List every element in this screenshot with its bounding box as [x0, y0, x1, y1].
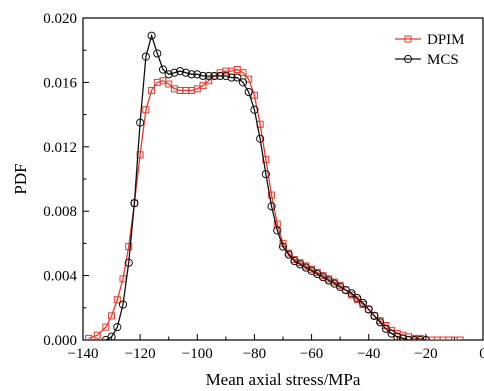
dpim-point — [165, 80, 173, 88]
dpim-point — [205, 77, 213, 85]
dpim-point — [239, 69, 247, 77]
mcs-point — [358, 298, 368, 308]
mcs-point — [404, 335, 413, 340]
dpim-point — [108, 312, 116, 320]
dpim-point — [136, 151, 144, 159]
mcs-point — [284, 250, 293, 259]
mcs-point — [273, 226, 282, 235]
mcs-point — [233, 73, 242, 82]
mcs-point — [267, 202, 276, 211]
mcs-point — [278, 242, 288, 251]
y-axis-title: PDF — [11, 163, 30, 194]
mcs-point — [244, 87, 253, 97]
mcs-point — [193, 70, 202, 79]
mcs-point — [221, 71, 230, 81]
mcs-point — [216, 71, 225, 81]
x-tick-label: −80 — [243, 346, 266, 362]
mcs-point — [261, 170, 270, 179]
mcs-point — [118, 300, 128, 309]
mcs-point — [153, 49, 162, 58]
mcs-point — [136, 118, 145, 127]
y-axis: 0.000 0.004 0.008 0.012 0.016 0.020 — [43, 11, 89, 349]
mcs-point — [204, 71, 213, 81]
mcs-point — [158, 65, 168, 74]
dpim-point — [113, 296, 121, 304]
mcs-point — [210, 71, 219, 81]
x-tick-label: −100 — [182, 346, 213, 362]
legend-marker — [403, 54, 413, 64]
dpim-point — [365, 305, 373, 313]
mcs-point — [416, 335, 425, 340]
dpim-point — [245, 75, 253, 83]
dpim-point — [342, 286, 350, 294]
mcs-point — [381, 324, 390, 333]
mcs-line — [105, 33, 426, 340]
y-tick-label: 0.012 — [43, 140, 77, 156]
y-tick-label: 0.004 — [43, 269, 77, 285]
mcs-point — [410, 335, 419, 340]
x-tick-label: −40 — [357, 346, 380, 362]
mcs-point — [227, 73, 236, 82]
dpim-point — [456, 336, 464, 340]
mcs-point — [187, 70, 196, 79]
dpim-point — [125, 243, 133, 251]
mcs-point — [364, 305, 373, 314]
dpim-point — [262, 156, 270, 164]
x-tick-label: 0 — [479, 346, 484, 362]
mcs-point — [353, 294, 362, 303]
legend: DPIM MCS — [395, 32, 465, 68]
dpim-point — [102, 323, 110, 331]
y-tick-label: 0.020 — [43, 11, 77, 27]
dpim-point — [85, 334, 93, 340]
dpim-point — [148, 86, 156, 94]
dpim-point — [433, 336, 441, 340]
mcs-point — [113, 323, 122, 332]
legend-label: MCS — [427, 52, 459, 68]
mcs-point — [376, 318, 385, 327]
dpim-point — [450, 336, 458, 340]
mcs-point — [393, 332, 402, 340]
y-tick-label: 0.008 — [43, 204, 77, 220]
mcs-point — [141, 52, 150, 61]
legend-marker — [404, 35, 412, 43]
mcs-point — [198, 71, 208, 81]
dpim-point — [199, 82, 207, 90]
mcs-point — [256, 134, 265, 143]
x-tick-label: −20 — [414, 346, 437, 362]
dpim-point — [142, 106, 150, 114]
mcs-point — [164, 70, 173, 79]
mcs-point — [398, 334, 408, 340]
mcs-point — [147, 31, 156, 40]
x-tick-label: −120 — [125, 346, 156, 362]
mcs-point — [124, 258, 133, 267]
mcs-point — [107, 332, 116, 340]
mcs-point — [130, 199, 139, 208]
dpim-point — [93, 331, 101, 339]
mcs-point — [370, 311, 379, 320]
x-tick-label: −60 — [300, 346, 323, 362]
y-tick-label: 0.016 — [43, 75, 77, 91]
mcs-point — [250, 105, 259, 114]
dpim-point — [422, 336, 430, 340]
dpim-point — [250, 91, 258, 99]
dpim-point — [439, 336, 447, 340]
x-tick-label: −140 — [68, 346, 99, 362]
dpim-point — [428, 336, 436, 340]
series-layer — [85, 31, 464, 340]
mcs-point — [170, 68, 179, 77]
mcs-point — [238, 78, 248, 87]
mcs-point — [421, 335, 430, 340]
plot-area-frame — [82, 17, 484, 341]
dpim-point — [445, 336, 453, 340]
x-axis-title: Mean axial stress/MPa — [206, 370, 361, 389]
legend-label: DPIM — [427, 32, 465, 48]
mcs-point — [181, 68, 190, 77]
mcs-point — [176, 67, 185, 76]
mcs-point — [347, 289, 356, 298]
dpim-point — [370, 312, 378, 320]
y-tick-label: 0.000 — [43, 333, 77, 349]
dpim-point — [268, 191, 276, 199]
x-axis: −140 −120 −100 −80 −60 −40 −20 0 — [68, 334, 484, 362]
